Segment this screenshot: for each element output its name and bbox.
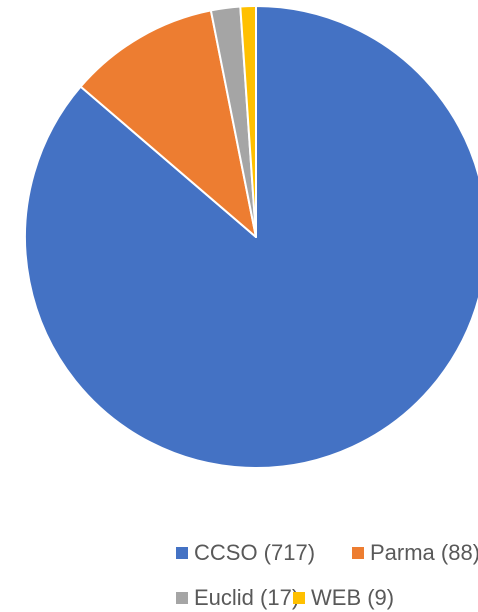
legend-swatch [352, 547, 364, 559]
legend-label: WEB (9) [311, 585, 394, 610]
legend-swatch [176, 592, 188, 604]
legend-label: Euclid (17) [194, 585, 299, 610]
legend-label: CCSO (717) [194, 540, 315, 565]
pie-slice [239, 5, 257, 238]
legend-swatch [176, 547, 188, 559]
pie-slice [24, 5, 478, 469]
legend-swatch [293, 592, 305, 604]
legend-label: Parma (88) [370, 540, 478, 565]
pie-slice [79, 9, 257, 238]
